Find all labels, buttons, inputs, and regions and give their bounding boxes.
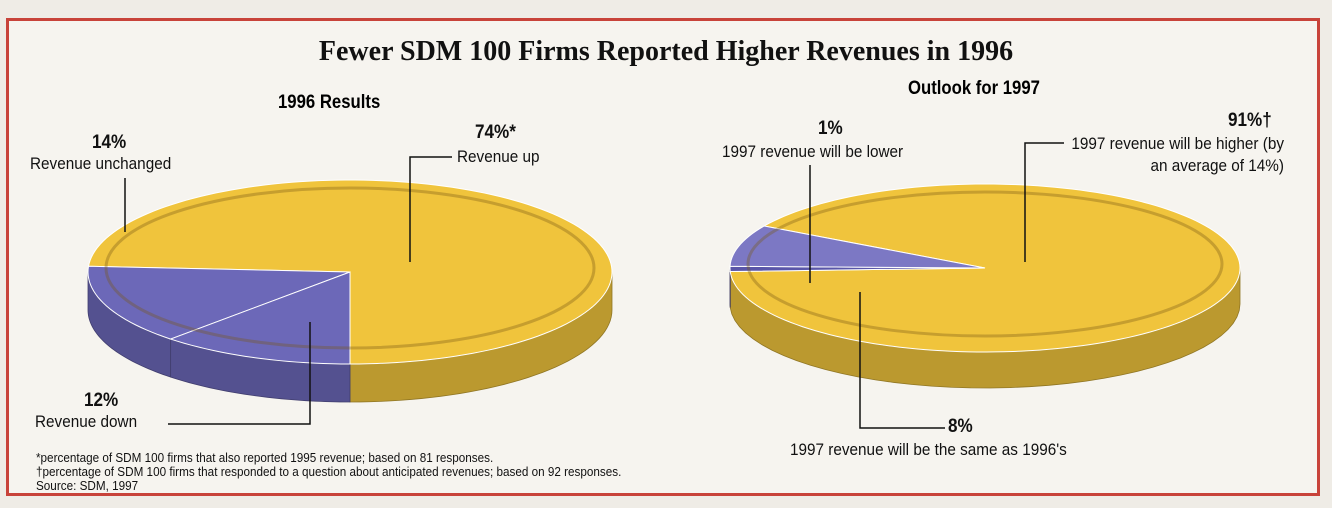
leader-line: [1024, 142, 1064, 262]
value-label: 74%*: [475, 122, 516, 143]
footnote: *percentage of SDM 100 firms that also r…: [36, 450, 494, 465]
pie-slice: [169, 271, 351, 365]
slice-label: 1997 revenue will be lower: [722, 142, 904, 161]
pie-rim: [104, 186, 596, 350]
slice-label: Revenue unchanged: [30, 154, 172, 173]
chart-title: Fewer SDM 100 Firms Reported Higher Reve…: [318, 36, 1014, 67]
pie-rim: [746, 190, 1224, 338]
value-label: 8%: [948, 416, 973, 437]
value-label: 1%: [818, 118, 843, 139]
leaders: [124, 142, 1064, 429]
slice-label: Revenue down: [35, 412, 138, 431]
leader-line: [859, 292, 945, 429]
pie-slice: [87, 265, 351, 340]
leader-line: [409, 156, 452, 262]
value-label: 91%†: [1228, 110, 1272, 131]
leader-line: [168, 322, 311, 425]
footnote: Source: SDM, 1997: [36, 478, 139, 493]
pie-title: Outlook for 1997: [908, 78, 1040, 99]
slice-label: 1997 revenue will be the same as 1996's: [790, 440, 1067, 459]
pie-slice: [729, 183, 1241, 353]
value-label: 12%: [84, 390, 119, 411]
footnote: †percentage of SDM 100 firms that respon…: [36, 464, 622, 479]
pie-slice: [729, 225, 986, 269]
pie-title: 1996 Results: [278, 92, 381, 113]
slice-label: 1997 revenue will be higher (by an avera…: [1071, 134, 1284, 175]
slice-label: Revenue up: [457, 147, 540, 166]
value-label: 14%: [92, 132, 127, 153]
